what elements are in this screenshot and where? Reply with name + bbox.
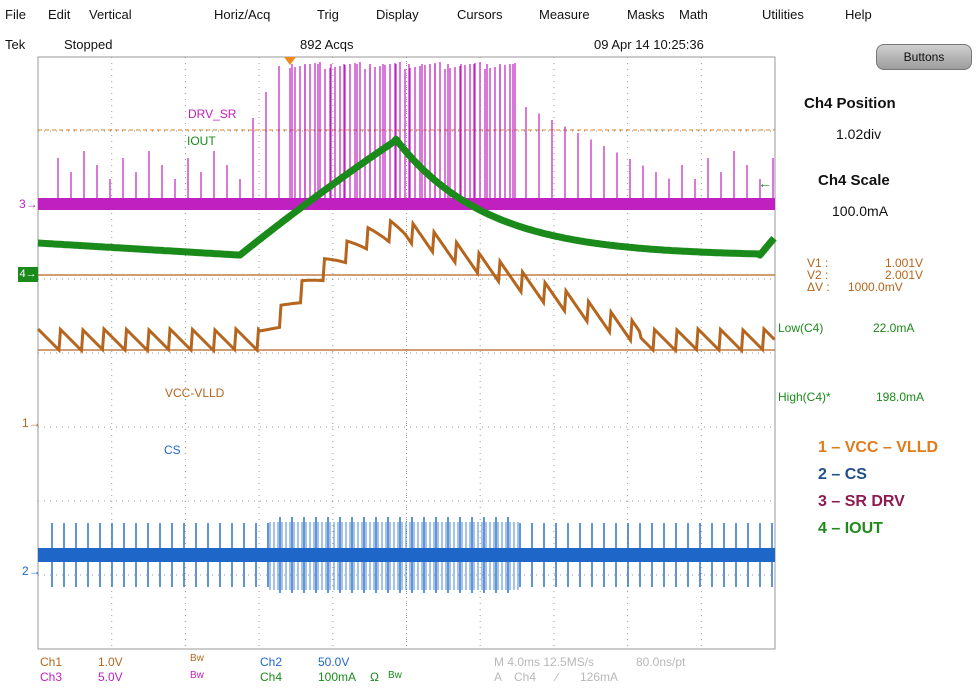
cs-label: CS xyxy=(164,443,181,457)
menu-help[interactable]: Help xyxy=(845,7,872,22)
ch4-marker-label: 4 xyxy=(19,268,26,280)
ch4-position-value[interactable]: 1.02div xyxy=(836,126,882,142)
v1-label: V1 : xyxy=(807,256,829,270)
ch4-scale-value[interactable]: 100.0mA xyxy=(832,203,889,219)
buttons-button[interactable]: Buttons xyxy=(876,44,972,70)
high-c4-value: 198.0mA xyxy=(876,390,925,404)
menu-edit[interactable]: Edit xyxy=(48,7,71,22)
ch1-label[interactable]: Ch1 xyxy=(40,655,63,669)
trigger-a: A xyxy=(494,670,503,684)
ch1-bw: Bw xyxy=(190,653,204,664)
low-c4-label: Low(C4) xyxy=(778,321,824,335)
vcc-vlld-label: VCC-VLLD xyxy=(165,386,225,400)
ch1-scale: 1.0V xyxy=(98,655,123,669)
trigger-level-arrow[interactable]: ← xyxy=(758,175,772,191)
menu-display[interactable]: Display xyxy=(376,7,419,22)
ch3-bw: Bw xyxy=(190,670,204,681)
ch3-marker-label: 3 xyxy=(19,197,26,211)
ch2-scale: 50.0V xyxy=(318,655,350,669)
menu-file[interactable]: File xyxy=(5,7,26,22)
ch3-scale: 5.0V xyxy=(98,670,123,684)
ch3-marker[interactable]: 3→ xyxy=(19,197,38,211)
legend-iout: 4 – IOUT xyxy=(818,520,883,537)
menu-utilities[interactable]: Utilities xyxy=(762,7,804,22)
ch4-bw: Bw xyxy=(388,670,402,681)
legend-sr-drv: 3 – SR DRV xyxy=(818,493,905,510)
legend-cs: 2 – CS xyxy=(818,466,867,483)
legend-vcc-vlld: 1 – VCC – VLLD xyxy=(818,439,939,456)
ch2-spikes xyxy=(51,517,773,593)
ch2-marker[interactable]: 2→ xyxy=(22,564,41,578)
menu-measure[interactable]: Measure xyxy=(539,7,590,22)
iout-label: IOUT xyxy=(187,134,216,148)
ch4-marker[interactable]: 4→ xyxy=(18,267,38,282)
ch1-marker[interactable]: 1→ xyxy=(22,416,41,430)
menu-trig[interactable]: Trig xyxy=(317,7,339,22)
v1-value: 1.001V xyxy=(885,256,924,270)
low-c4-value: 22.0mA xyxy=(873,321,915,335)
ch4-label[interactable]: Ch4 xyxy=(260,670,283,684)
trigger-slope-icon: ⁄ xyxy=(556,670,559,684)
menu-bar: File Edit Vertical Horiz/Acq Trig Displa… xyxy=(0,0,979,32)
v2-value: 2.001V xyxy=(885,268,924,282)
horizontal-readout[interactable]: M 4.0ms 12.5MS/s xyxy=(494,655,595,669)
ch2-label[interactable]: Ch2 xyxy=(260,655,283,669)
date-time: 09 Apr 14 10:25:36 xyxy=(594,37,704,52)
ch3-pulses xyxy=(57,64,774,204)
ch2-marker-label: 2 xyxy=(22,564,29,578)
graticule-border xyxy=(37,56,776,650)
ch2-baseline xyxy=(38,548,775,562)
brand-label: Tek xyxy=(5,37,26,52)
high-c4-label: High(C4)* xyxy=(778,390,831,404)
sample-interval: 80.0ns/pt xyxy=(636,655,686,669)
ch4-ohm: Ω xyxy=(370,670,379,684)
ch3-label[interactable]: Ch3 xyxy=(40,670,63,684)
menu-cursors[interactable]: Cursors xyxy=(457,7,503,22)
ch4-scale-title: Ch4 Scale xyxy=(818,172,890,189)
waveform-traces xyxy=(36,62,777,593)
dv-value: 1000.0mV xyxy=(848,280,903,294)
acquisition-count: 892 Acqs xyxy=(300,37,354,52)
ch3-baseline xyxy=(38,198,775,210)
graticule xyxy=(37,56,776,650)
ch4-iout-trace xyxy=(36,135,777,259)
ch3-burst xyxy=(289,62,516,204)
menu-horiz-acq[interactable]: Horiz/Acq xyxy=(214,7,271,22)
menu-masks[interactable]: Masks xyxy=(627,7,665,22)
ch2-burst xyxy=(269,522,519,590)
menu-math[interactable]: Math xyxy=(679,7,708,22)
status-bar: Tek Stopped 892 Acqs 09 Apr 14 10:25:36 xyxy=(0,34,979,54)
trigger-position-marker[interactable] xyxy=(284,57,296,65)
acquisition-state: Stopped xyxy=(64,37,113,52)
dv-label: ΔV : xyxy=(807,280,830,294)
trigger-source[interactable]: Ch4 xyxy=(514,670,537,684)
ch4-position-title: Ch4 Position xyxy=(804,95,896,112)
ch1-vcc-trace xyxy=(36,217,776,354)
ch1-marker-label: 1 xyxy=(22,416,29,430)
trigger-level: 126mA xyxy=(580,670,619,684)
drv-sr-label: DRV_SR xyxy=(188,107,237,121)
ch4-scale: 100mA xyxy=(318,670,357,684)
v2-label: V2 : xyxy=(807,268,829,282)
menu-vertical[interactable]: Vertical xyxy=(89,7,132,22)
